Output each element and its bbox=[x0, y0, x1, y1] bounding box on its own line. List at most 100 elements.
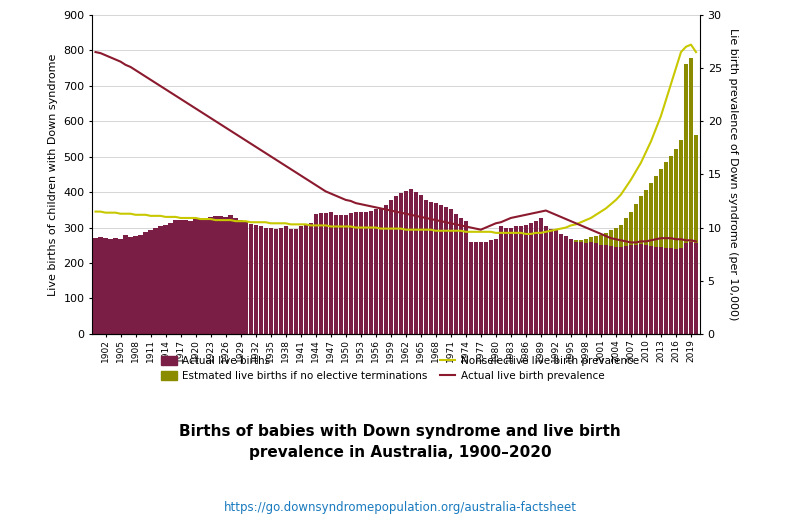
Bar bbox=[629, 245, 633, 334]
Bar bbox=[98, 237, 102, 334]
Bar bbox=[369, 210, 373, 334]
Bar bbox=[464, 221, 468, 334]
Bar bbox=[469, 242, 473, 334]
Nonselective live birth prevalence bbox=[521, 231, 530, 237]
Bar bbox=[194, 219, 198, 334]
Bar bbox=[263, 227, 268, 334]
Bar bbox=[659, 248, 663, 334]
Bar bbox=[409, 189, 413, 334]
Bar bbox=[123, 235, 128, 334]
Bar bbox=[118, 239, 122, 334]
Actual live birth prevalence bbox=[626, 239, 636, 245]
Bar bbox=[538, 218, 543, 334]
Actual live birth prevalence bbox=[691, 238, 701, 244]
Bar bbox=[454, 214, 458, 334]
Actual live birth prevalence bbox=[496, 219, 506, 225]
Line: Nonselective live birth prevalence: Nonselective live birth prevalence bbox=[95, 45, 696, 234]
Bar bbox=[619, 225, 623, 248]
Bar bbox=[578, 240, 583, 242]
Bar bbox=[664, 162, 668, 248]
Bar bbox=[249, 224, 253, 334]
Bar bbox=[278, 227, 282, 334]
Bar bbox=[659, 170, 663, 248]
Bar bbox=[238, 220, 242, 334]
Bar bbox=[103, 238, 108, 334]
Bar bbox=[274, 229, 278, 334]
Bar bbox=[634, 204, 638, 244]
Bar bbox=[374, 209, 378, 334]
Bar bbox=[243, 222, 248, 334]
Nonselective live birth prevalence bbox=[346, 223, 355, 229]
Bar bbox=[534, 221, 538, 334]
Bar bbox=[269, 228, 273, 334]
Bar bbox=[283, 226, 288, 334]
Bar bbox=[343, 215, 348, 334]
Bar bbox=[689, 58, 693, 242]
Bar bbox=[649, 246, 653, 334]
Bar bbox=[458, 218, 463, 334]
Nonselective live birth prevalence bbox=[231, 218, 241, 224]
Bar bbox=[614, 228, 618, 246]
Actual live birth prevalence bbox=[466, 224, 476, 231]
Bar bbox=[619, 248, 623, 334]
Bar bbox=[209, 217, 213, 334]
Bar bbox=[609, 231, 613, 246]
Nonselective live birth prevalence bbox=[686, 41, 696, 48]
Bar bbox=[218, 216, 222, 334]
Bar bbox=[309, 223, 313, 334]
Bar bbox=[329, 213, 333, 334]
Bar bbox=[389, 200, 393, 334]
Bar bbox=[598, 244, 603, 334]
Bar bbox=[338, 215, 343, 334]
Bar bbox=[318, 214, 323, 334]
Bar bbox=[203, 218, 208, 334]
Bar bbox=[294, 229, 298, 334]
Bar bbox=[669, 156, 673, 249]
Bar bbox=[129, 237, 133, 334]
Bar bbox=[354, 213, 358, 334]
Nonselective live birth prevalence bbox=[496, 229, 506, 236]
Bar bbox=[378, 209, 383, 334]
Bar bbox=[358, 213, 363, 334]
Bar bbox=[289, 229, 293, 334]
Bar bbox=[154, 228, 158, 334]
Bar bbox=[604, 233, 608, 245]
Bar bbox=[418, 195, 423, 334]
Bar bbox=[363, 213, 368, 334]
Bar bbox=[634, 244, 638, 334]
Bar bbox=[94, 238, 98, 334]
Bar bbox=[614, 246, 618, 334]
Bar bbox=[143, 232, 148, 334]
Bar bbox=[444, 207, 448, 334]
Bar bbox=[694, 135, 698, 243]
Bar bbox=[514, 226, 518, 334]
Bar bbox=[478, 242, 483, 334]
Bar bbox=[644, 190, 648, 245]
Actual live birth prevalence bbox=[150, 80, 160, 86]
Bar bbox=[398, 193, 403, 334]
Bar bbox=[429, 202, 433, 334]
Bar bbox=[198, 218, 202, 334]
Bar bbox=[594, 243, 598, 334]
Bar bbox=[424, 200, 428, 334]
Bar bbox=[629, 211, 633, 245]
Bar bbox=[649, 183, 653, 246]
Bar bbox=[674, 249, 678, 334]
Bar bbox=[669, 249, 673, 334]
Bar bbox=[684, 243, 688, 334]
Bar bbox=[414, 192, 418, 334]
Bar bbox=[509, 228, 513, 334]
Nonselective live birth prevalence bbox=[656, 113, 666, 119]
Bar bbox=[639, 244, 643, 334]
Bar bbox=[158, 226, 162, 334]
Bar bbox=[223, 217, 228, 334]
Legend: Actual live births, Estmated live births if no elective terminations, Nonselecti: Actual live births, Estmated live births… bbox=[161, 356, 639, 381]
Bar bbox=[574, 240, 578, 242]
Bar bbox=[169, 223, 173, 334]
Bar bbox=[178, 220, 182, 334]
Bar bbox=[684, 64, 688, 243]
Bar bbox=[484, 242, 488, 334]
Text: Births of babies with Down syndrome and live birth
prevalence in Australia, 1900: Births of babies with Down syndrome and … bbox=[179, 424, 621, 460]
Bar bbox=[569, 239, 573, 334]
Bar bbox=[438, 205, 443, 334]
